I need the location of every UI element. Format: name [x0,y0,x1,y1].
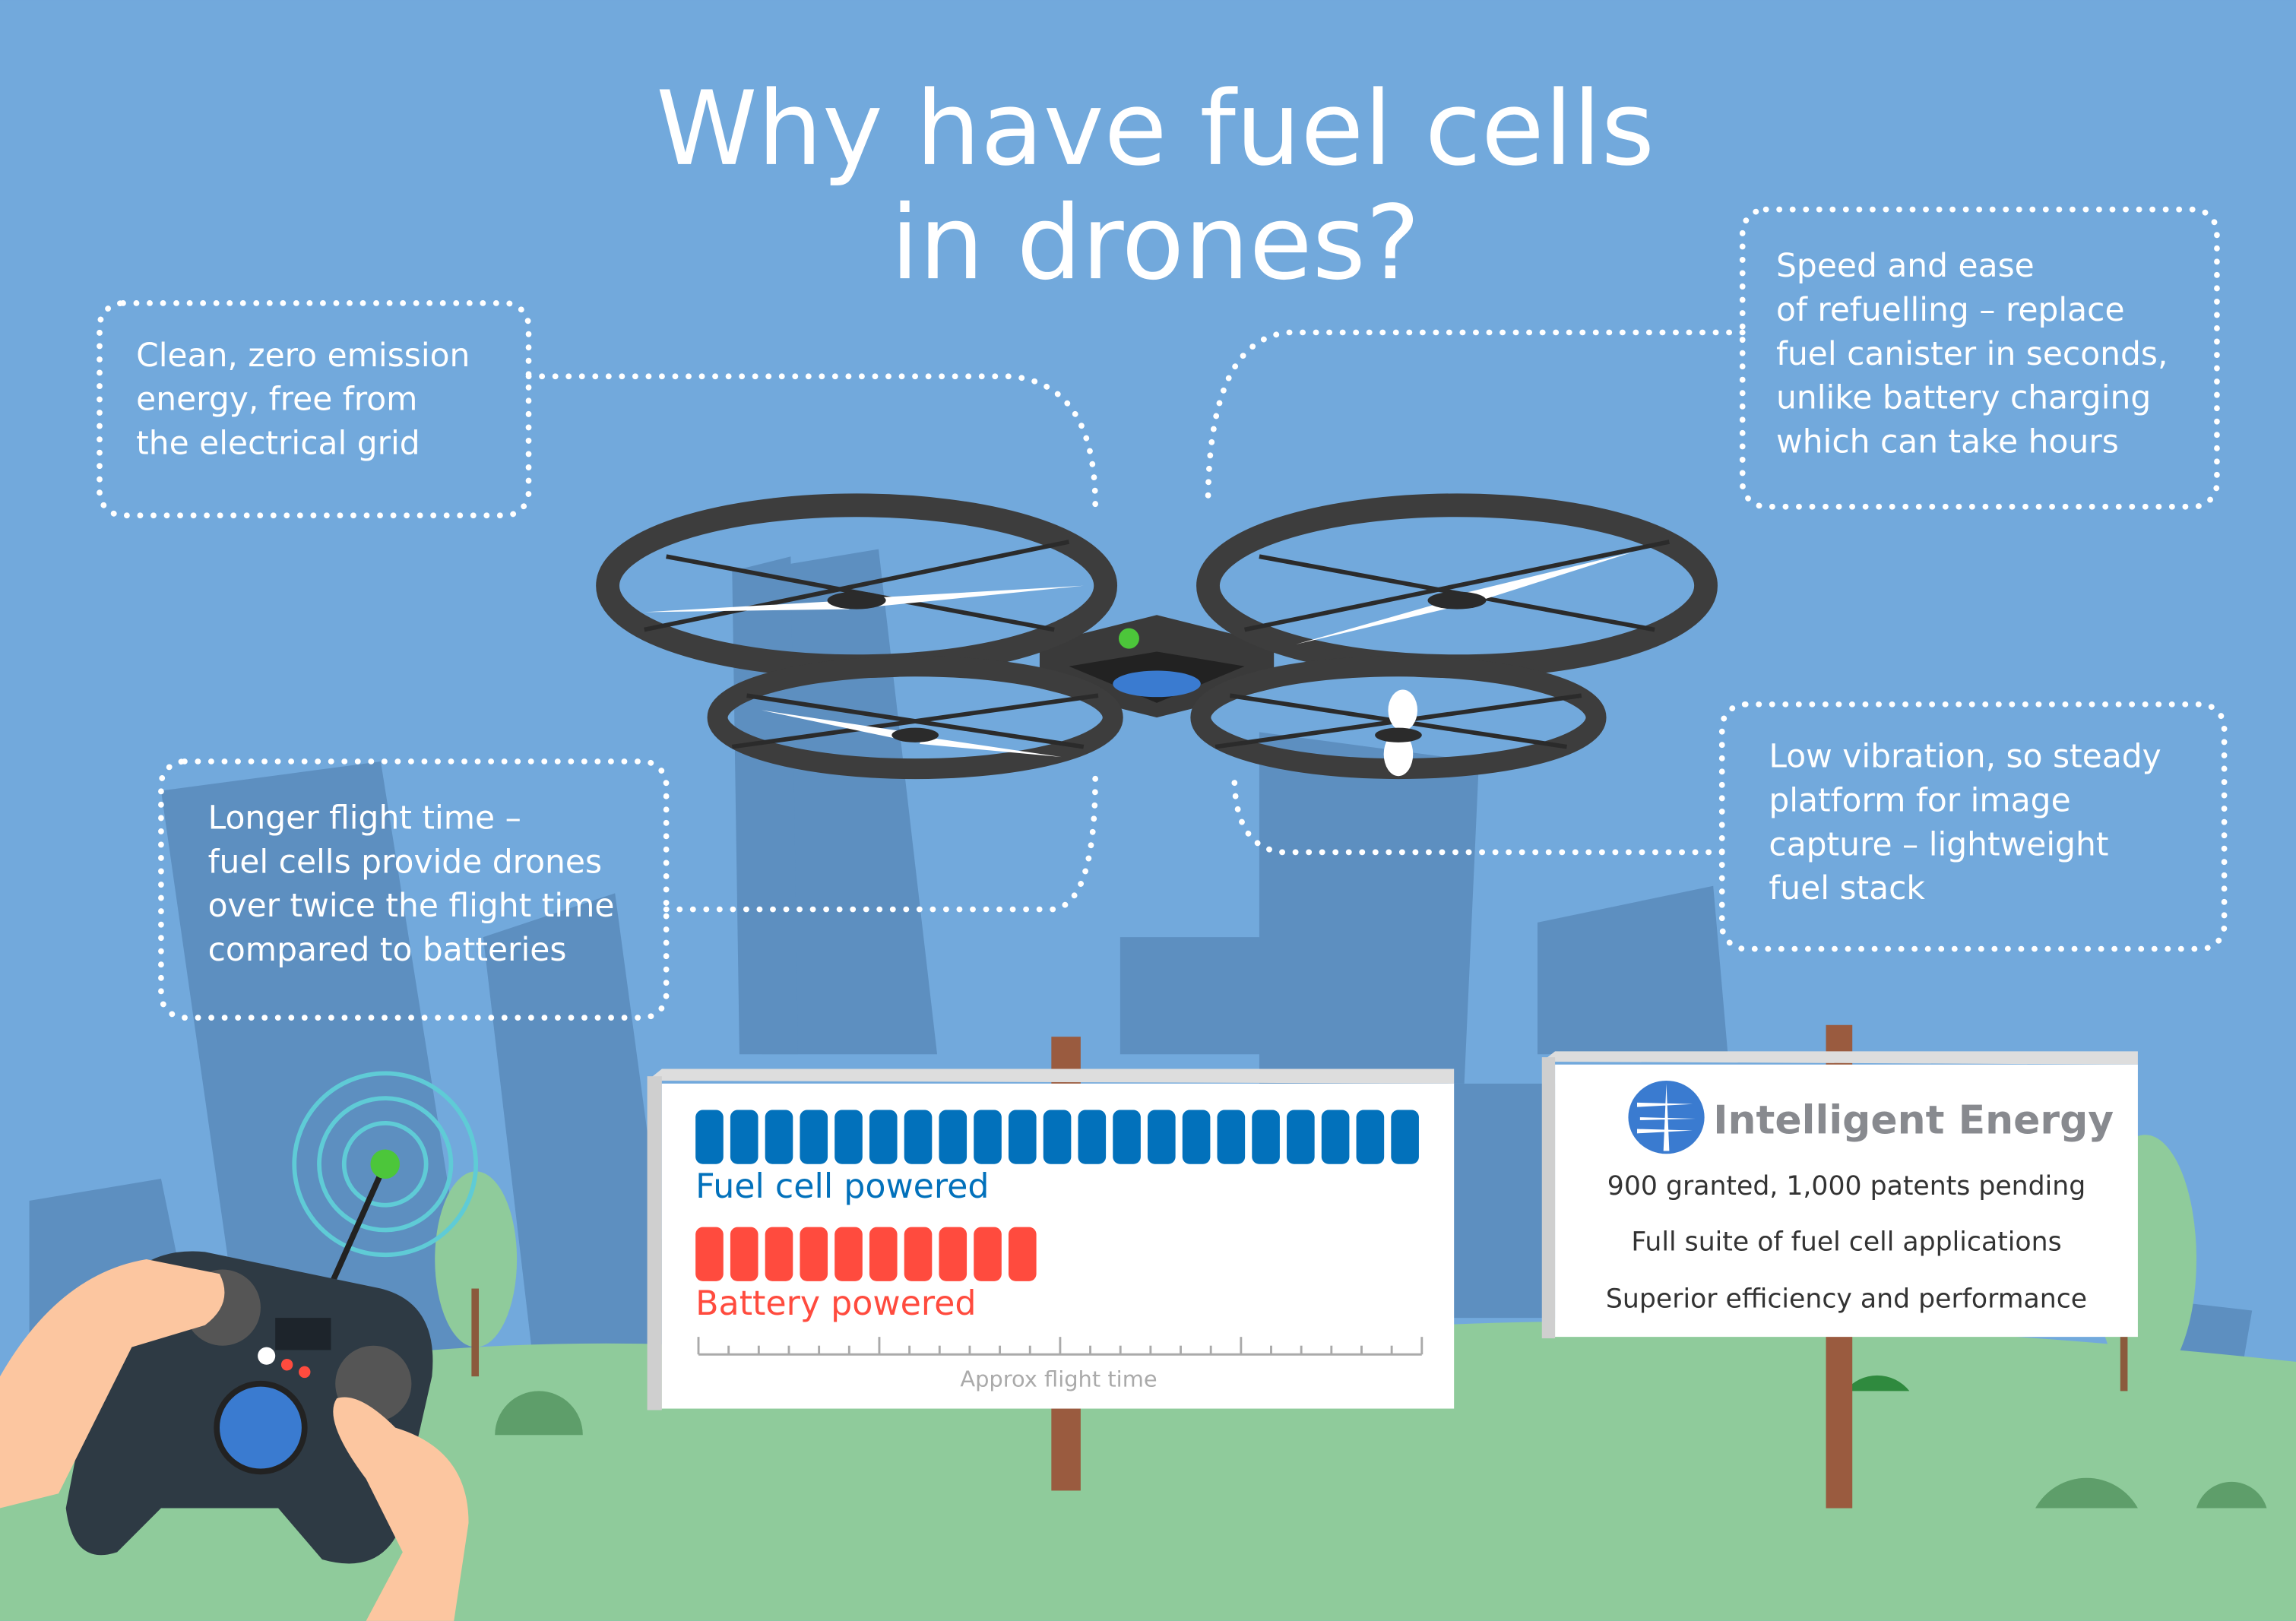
company-name: Intelligent Energy [1713,1097,2114,1143]
fuel-cell-segment [1148,1110,1176,1164]
callout-flight-time: Longer flight time – fuel cells provide d… [158,758,1098,1021]
fuel-cell-segment [834,1110,863,1164]
callout-text: unlike battery charging [1776,379,2151,416]
company-fact: Full suite of fuel cell applications [1631,1227,2061,1257]
fuel-cell-segment [1043,1110,1072,1164]
callout-text: Clean, zero emission [136,337,470,374]
title-line-1: Why have fuel cells [656,69,1655,188]
callout-text: capture – lightweight [1769,825,2108,863]
drone-illustration [596,493,1718,780]
battery-segment [695,1227,724,1281]
flight-time-sign: Fuel cell powered Battery powered Approx… [647,1037,1455,1491]
flight-time-axis [697,1337,1424,1356]
fuel-cell-segment [1252,1110,1280,1164]
battery-segment [869,1227,898,1281]
fuel-cell-segment [869,1110,898,1164]
fuel-cell-segment [939,1110,967,1164]
battery-segment [1008,1227,1037,1281]
callout-text: fuel cells provide drones [208,843,602,880]
svg-text:Longer flight time –fuel cells: Longer flight time – fuel cells provide d… [208,799,615,968]
callout-text: Speed and ease [1776,247,2035,284]
callout-text: of refuelling – replace [1776,291,2125,328]
battery-segment [834,1227,863,1281]
fuel-cell-segment [1356,1110,1385,1164]
callout-text: which can take hours [1776,423,2119,460]
title-line-2: in drones? [891,183,1420,302]
fuel-cell-segment [1113,1110,1141,1164]
fuel-cell-segment [1182,1110,1211,1164]
fuel-cell-segment [695,1110,724,1164]
fuel-cell-segment [904,1110,933,1164]
fuel-cell-segment [730,1110,758,1164]
fuel-cell-segment [1321,1110,1350,1164]
battery-segment [974,1227,1002,1281]
callout-text: platform for image [1769,781,2070,818]
battery-segment [765,1227,793,1281]
callout-text: fuel stack [1769,869,1925,907]
company-fact: Superior efficiency and performance [1606,1284,2087,1315]
callout-text: fuel canister in seconds, [1776,335,2168,372]
fuel-cell-segment [1008,1110,1037,1164]
intelligent-energy-logo-icon [1628,1080,1705,1154]
battery-segment [730,1227,758,1281]
fuel-cell-segment [765,1110,793,1164]
fuel-cell-segment [1287,1110,1315,1164]
battery-segment [800,1227,828,1281]
callout-low-vibration: Low vibration, so steady platform for ima… [1231,701,2228,952]
battery-bar-group [695,1227,1037,1281]
company-sign: Intelligent Energy 900 granted, 1,000 pa… [1541,1024,2138,1509]
fuel-cell-segment [974,1110,1002,1164]
callout-text: Low vibration, so steady [1769,738,2161,775]
grass-hill [0,1321,2296,1621]
callout-clean-energy: Clean, zero emission energy, free from the… [97,300,1098,519]
fuel-cell-segment [800,1110,828,1164]
battery-label: Battery powered [695,1284,976,1323]
fuel-cell-segment [1391,1110,1419,1164]
fuel-cell-segment [1078,1110,1107,1164]
callout-text: compared to batteries [208,931,567,968]
battery-segment [904,1227,933,1281]
callout-text: Longer flight time – [208,799,521,837]
callout-text: energy, free from [136,381,417,418]
fuel-cell-segment [1217,1110,1246,1164]
callout-text: the electrical grid [136,424,420,461]
fuel-cell-label: Fuel cell powered [695,1167,989,1206]
fuel-cell-bar-group [695,1110,1419,1164]
callout-refuelling: Speed and ease of refuelling – replace fue… [1205,206,2220,510]
battery-segment [939,1227,967,1281]
company-fact: 900 granted, 1,000 patents pending [1607,1171,2085,1202]
callout-text: over twice the flight time [208,887,615,924]
axis-label: Approx flight time [960,1366,1157,1392]
remote-controller-illustration [0,1071,479,1621]
